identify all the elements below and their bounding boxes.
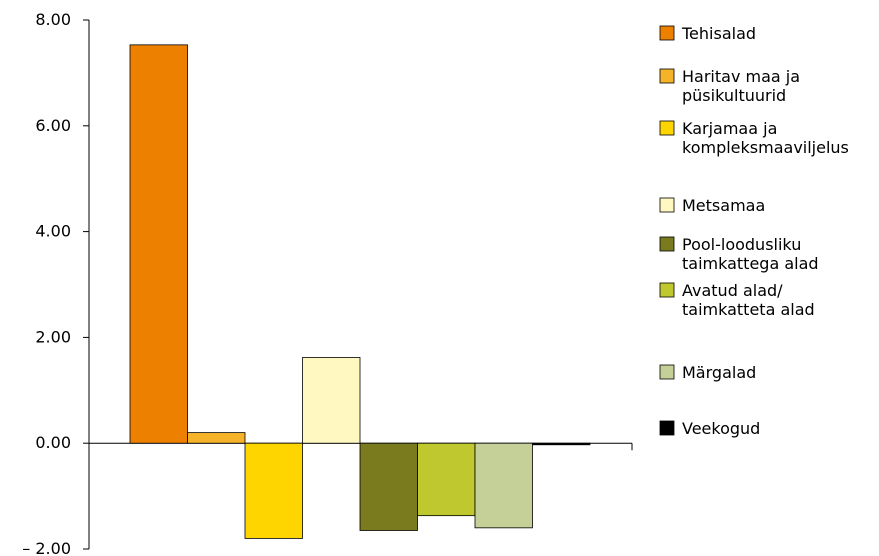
legend-label: Märgalad — [682, 363, 756, 382]
y-tick-label: – 2.00 — [22, 539, 71, 556]
legend-swatch — [659, 420, 675, 436]
legend-label: Avatud alad/ — [682, 281, 783, 300]
legend-item-7: Märgalad — [659, 363, 756, 382]
y-tick-label: 4.00 — [35, 222, 71, 241]
legend-swatch — [659, 282, 675, 298]
legend-item-8: Veekogud — [659, 419, 760, 438]
bar-2 — [187, 432, 246, 444]
y-tick-label: 2.00 — [35, 327, 71, 346]
legend-label: Metsamaa — [682, 196, 765, 215]
bar-6 — [417, 442, 476, 517]
legend-label: Haritav maa ja — [682, 67, 800, 86]
legend-swatch — [659, 120, 675, 136]
legend-label: Pool-loodusliku — [682, 235, 801, 254]
legend-label: Karjamaa ja — [682, 119, 777, 138]
bar-7 — [474, 442, 533, 529]
y-tick-label: 6.00 — [35, 116, 71, 135]
legend-swatch — [659, 68, 675, 84]
legend-label: Tehisalad — [681, 24, 756, 43]
bar-5 — [359, 442, 418, 531]
legend-swatch — [659, 364, 675, 380]
bar-3 — [244, 442, 303, 539]
legend-label: taimkattega alad — [682, 254, 819, 273]
legend-label: kompleksmaaviljelus — [682, 138, 849, 157]
y-axis: 8.00 6.00 4.00 2.00 0.00 – 2.00 — [22, 10, 90, 556]
bars — [129, 44, 591, 539]
bar-8 — [532, 442, 591, 446]
bar-4 — [302, 357, 361, 444]
legend-label: Veekogud — [682, 419, 760, 438]
y-tick-label: 0.00 — [35, 433, 71, 452]
legend-label: taimkatteta alad — [682, 300, 815, 319]
legend-label: püsikultuurid — [682, 86, 786, 105]
legend-item-6: Avatud alad/taimkatteta alad — [659, 281, 815, 319]
legend-item-4: Metsamaa — [659, 196, 765, 215]
legend-swatch — [659, 236, 675, 252]
legend-item-1: Tehisalad — [659, 24, 756, 43]
y-tick-label: 8.00 — [35, 10, 71, 29]
legend-swatch — [659, 197, 675, 213]
bar-1 — [129, 44, 188, 444]
legend-swatch — [659, 25, 675, 41]
